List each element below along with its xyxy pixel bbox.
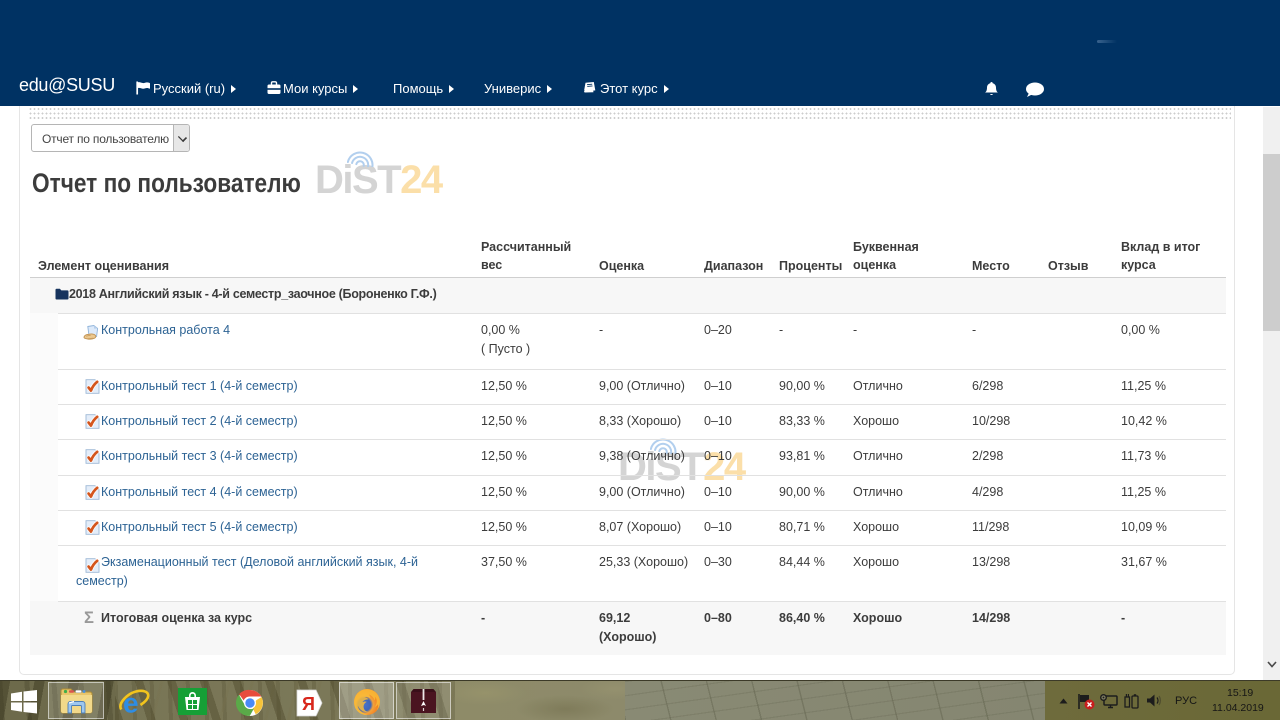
- svg-text:Я: Я: [302, 694, 315, 714]
